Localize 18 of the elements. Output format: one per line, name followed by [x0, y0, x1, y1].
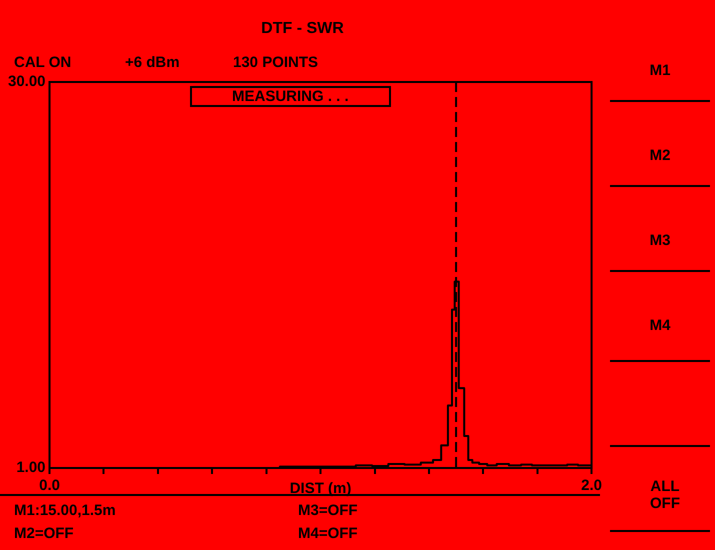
text: M3 [648, 232, 672, 249]
text: ALL OFF [649, 478, 681, 512]
text: M4 [648, 317, 672, 334]
chart-title: DTF - SWR [260, 20, 345, 38]
x-tick-label: 0.0 [39, 477, 60, 494]
x-tick-label: 2.0 [581, 477, 602, 494]
text: M2 [648, 147, 672, 164]
text: +6 dBm [125, 54, 180, 71]
text: 130 POINTS [233, 54, 318, 71]
text: M1:15.00,1.5m [14, 502, 116, 519]
text: M3=OFF [298, 502, 358, 519]
text: M1 [648, 62, 672, 79]
y-tick-label: 1.00 [16, 459, 46, 476]
text: CAL ON [14, 54, 72, 71]
text: M4=OFF [298, 525, 358, 542]
text: M2=OFF [14, 525, 74, 542]
y-tick-label: 30.00 [8, 73, 46, 90]
annotation: MEASURING . . . [190, 86, 391, 107]
